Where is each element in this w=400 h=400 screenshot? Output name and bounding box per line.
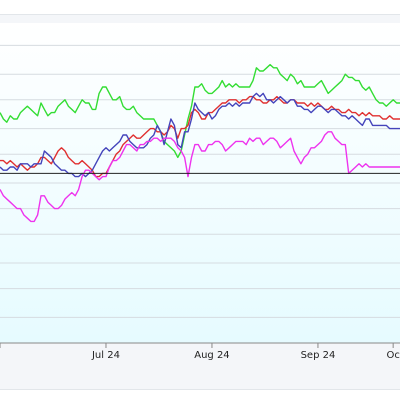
x-tick-label: Aug 24 — [194, 350, 229, 361]
series-lines — [0, 63, 400, 223]
series-line-green — [0, 63, 400, 159]
series-line-red — [0, 95, 400, 178]
x-tick-label: Jul 24 — [91, 350, 120, 361]
x-tick-label: Oc — [386, 350, 399, 361]
x-tick-label: Sep 24 — [301, 350, 336, 361]
series-line-magenta — [0, 131, 400, 223]
series-line-blue — [0, 92, 400, 178]
gridlines — [0, 44, 400, 318]
